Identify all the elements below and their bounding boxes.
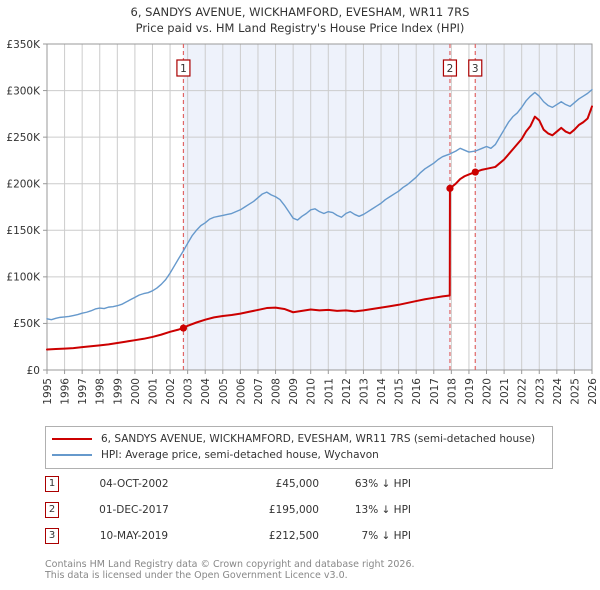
xtick-label: 1996 [60,378,72,405]
series-line [46,105,593,351]
legend-label-price-paid: 6, SANDYS AVENUE, WICKHAMFORD, EVESHAM, … [101,433,536,445]
series-line [46,88,593,321]
title-line-2: Price paid vs. HM Land Registry's House … [135,21,465,35]
ytick-label: £0 [27,365,40,377]
xtick-label: 2012 [341,378,353,405]
ytick-label: £150K [6,225,41,237]
footer-line-1: Contains HM Land Registry data © Crown c… [45,559,415,570]
xtick-label: 2024 [552,378,564,405]
transaction-date-3: 10-MAY-2019 [99,530,169,542]
shaded-span-2 [475,44,592,370]
xtick-label: 2003 [183,378,195,405]
table-row: 3 10-MAY-2019 £212,500 7% ↓ HPI [45,523,475,549]
xtick-label: 2021 [499,378,511,405]
xtick-label: 2001 [147,378,159,405]
xtick-label: 2005 [218,378,230,405]
xtick-label: 2016 [411,378,423,405]
ytick-label: £100K [6,272,41,284]
xtick-label: 2025 [569,378,581,405]
transaction-hpi-delta-3: 7% ↓ HPI [361,530,411,542]
xtick-label: 2023 [534,378,546,405]
transactions-table: 1 04-OCT-2002 £45,000 63% ↓ HPI 2 01-DEC… [45,471,475,549]
legend-item-hpi: HPI: Average price, semi-detached house,… [52,447,546,463]
transaction-price-1: £45,000 [275,478,319,490]
xtick-label: 1999 [112,378,124,405]
xtick-label: 2017 [429,378,441,405]
xtick-label: 2000 [130,378,142,405]
transaction-price-2: £195,000 [268,504,319,516]
xtick-label: 2019 [464,378,476,405]
table-row: 1 04-OCT-2002 £45,000 63% ↓ HPI [45,471,475,497]
legend-item-price-paid: 6, SANDYS AVENUE, WICKHAMFORD, EVESHAM, … [52,431,546,447]
xtick-label: 2013 [358,378,370,405]
ytick-label: £250K [6,132,41,144]
xtick-label: 2022 [517,378,529,405]
chart-marker-label-3: 3 [472,63,479,75]
table-row: 2 01-DEC-2017 £195,000 13% ↓ HPI [45,497,475,523]
xtick-label: 2018 [446,378,458,405]
transaction-date-2: 01-DEC-2017 [99,504,169,516]
attribution-footer: Contains HM Land Registry data © Crown c… [45,559,585,581]
xtick-label: 1995 [42,378,54,405]
xtick-label: 2020 [482,378,494,405]
ytick-label: £200K [6,179,41,191]
chart-area: 1995 1996 1997 1998 1999 2000 2001 2002 2003 2004… [6,39,599,405]
xtick-label: 2011 [323,378,335,405]
chart-marker-label-1: 1 [180,63,187,75]
ytick-label: £50K [13,318,41,330]
ytick-label: £350K [6,39,41,51]
chart-svg: 1995 1996 1997 1998 1999 2000 2001 2002 2003 2004… [6,39,599,405]
xtick-label: 2004 [200,378,212,405]
xtick-label: 2009 [288,378,300,405]
page-title: 6, SANDYS AVENUE, WICKHAMFORD, EVESHAM, … [0,4,600,36]
xtick-label: 1998 [95,378,107,405]
transaction-point-1 [179,324,188,332]
legend-label-hpi: HPI: Average price, semi-detached house,… [101,449,379,461]
footer-line-2: This data is licensed under the Open Gov… [45,570,348,581]
chart-marker-label-2: 2 [447,63,454,75]
legend-swatch-price-paid [52,438,92,440]
xtick-label: 2014 [376,378,388,405]
xtick-label: 2002 [165,378,177,405]
title-line-1: 6, SANDYS AVENUE, WICKHAMFORD, EVESHAM, … [130,5,470,19]
transaction-hpi-delta-1: 63% ↓ HPI [354,478,411,490]
xtick-label: 1997 [77,378,89,405]
transaction-badge-2: 2 [45,502,59,518]
xtick-label: 2010 [306,378,318,405]
chart-marker-box-1 [176,59,191,77]
transaction-badge-3: 3 [45,528,59,544]
legend-swatch-hpi [52,454,92,456]
chart-legend: 6, SANDYS AVENUE, WICKHAMFORD, EVESHAM, … [45,426,553,469]
xtick-label: 2008 [271,378,283,405]
plot-frame [46,43,593,371]
transaction-badge-1: 1 [45,476,59,492]
transaction-point-3 [471,168,479,176]
xtick-label: 2015 [394,378,406,405]
transaction-price-3: £212,500 [268,530,319,542]
transaction-hpi-delta-2: 13% ↓ HPI [354,504,411,516]
chart-marker-box-2 [442,59,458,77]
shaded-span-1 [183,44,450,370]
transaction-point-2 [446,184,454,192]
xtick-label: 2006 [235,378,247,405]
ytick-label: £300K [6,85,41,97]
xtick-label: 2007 [253,378,265,405]
chart-marker-box-3 [468,59,483,77]
transaction-date-1: 04-OCT-2002 [99,478,169,490]
xtick-label: 2026 [587,378,599,405]
